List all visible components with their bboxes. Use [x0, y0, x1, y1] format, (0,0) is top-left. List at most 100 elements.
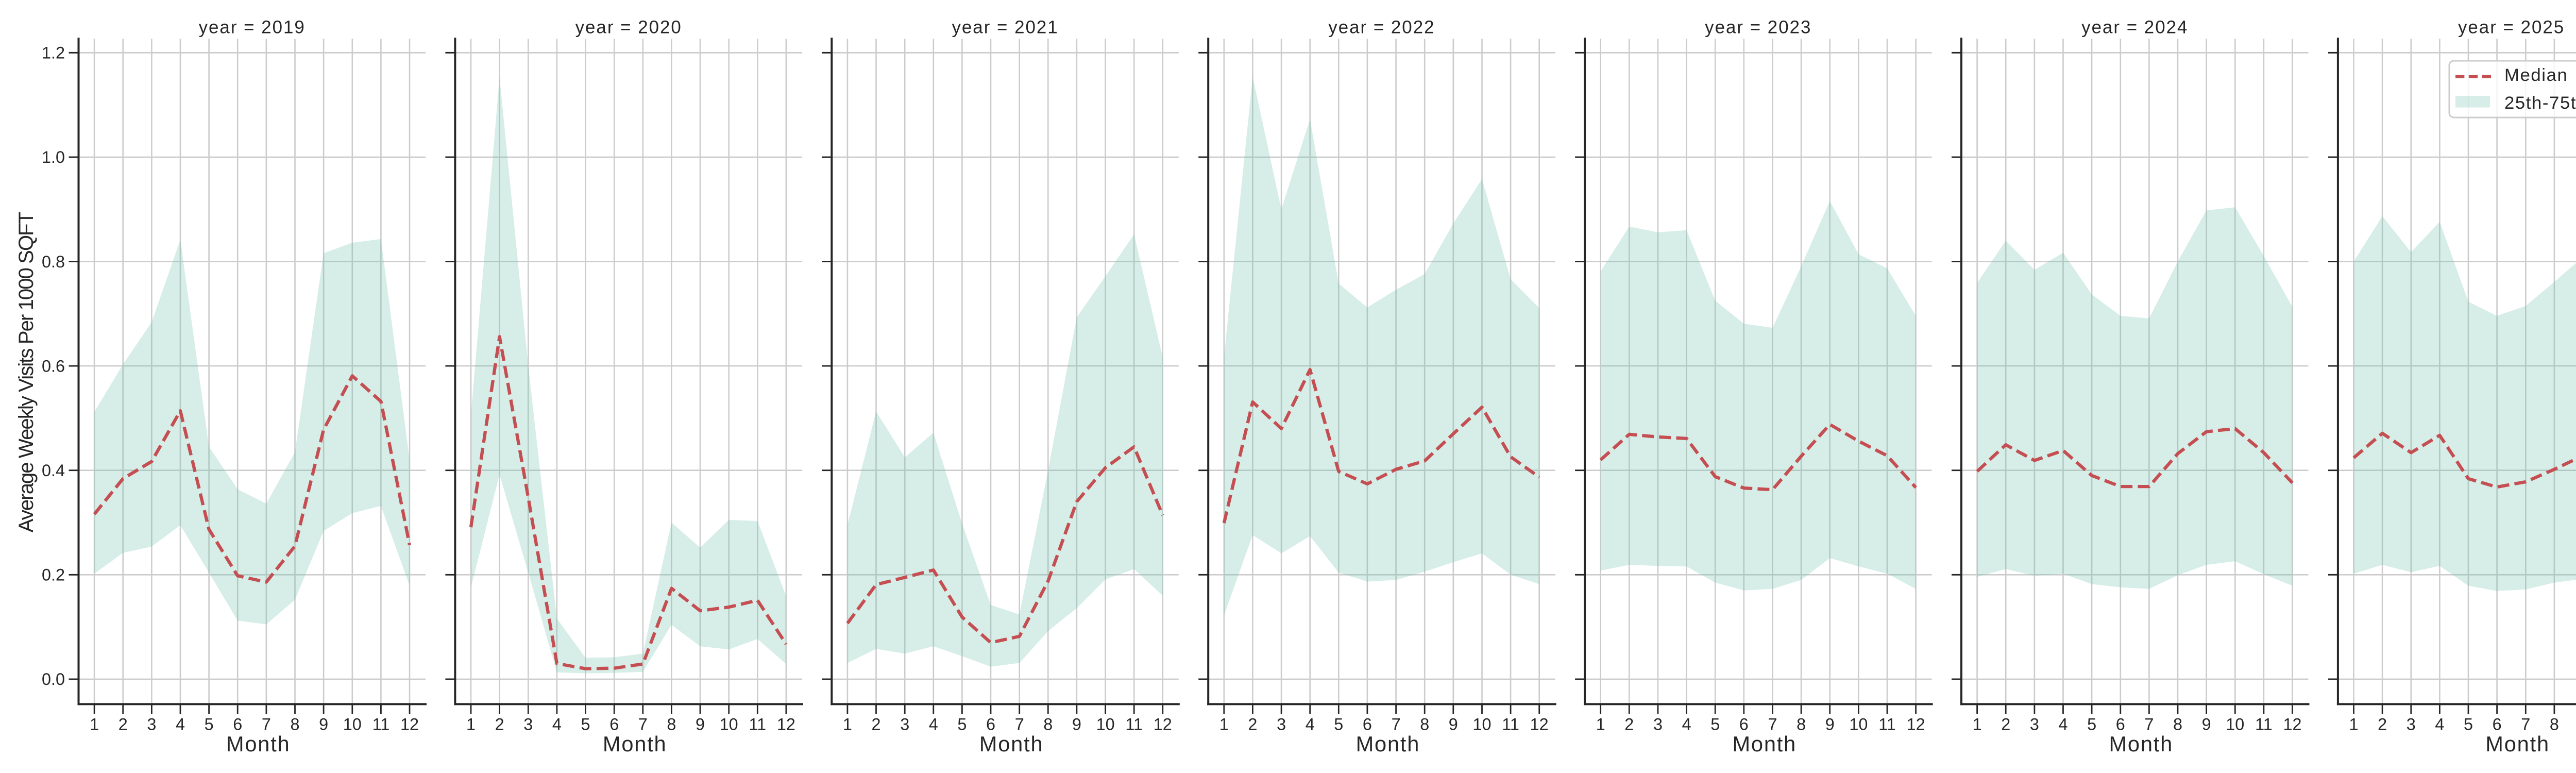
svg-text:9: 9 [319, 715, 328, 734]
svg-text:year = 2022: year = 2022 [1328, 18, 1435, 38]
svg-text:3: 3 [900, 715, 909, 734]
svg-text:Month: Month [226, 732, 291, 756]
svg-text:6: 6 [2493, 715, 2502, 734]
svg-text:4: 4 [929, 715, 938, 734]
svg-text:3: 3 [147, 715, 156, 734]
svg-text:4: 4 [1306, 715, 1315, 734]
svg-text:5: 5 [581, 715, 590, 734]
svg-text:12: 12 [2283, 715, 2301, 734]
svg-text:2: 2 [1248, 715, 1257, 734]
svg-text:7: 7 [1768, 715, 1777, 734]
svg-text:12: 12 [400, 715, 419, 734]
svg-text:6: 6 [1363, 715, 1372, 734]
svg-text:9: 9 [1072, 715, 1081, 734]
svg-text:11: 11 [1125, 715, 1143, 734]
svg-text:5: 5 [205, 715, 214, 734]
svg-text:7: 7 [262, 715, 271, 734]
svg-text:0.8: 0.8 [42, 253, 65, 271]
svg-text:11: 11 [1878, 715, 1896, 734]
svg-text:7: 7 [1015, 715, 1024, 734]
svg-text:2: 2 [1624, 715, 1634, 734]
svg-text:6: 6 [2116, 715, 2125, 734]
svg-text:1: 1 [466, 715, 476, 734]
svg-text:Average Weekly Visits Per 1000: Average Weekly Visits Per 1000 SQFT [15, 212, 38, 532]
svg-text:10: 10 [343, 715, 362, 734]
svg-text:5: 5 [1710, 715, 1720, 734]
svg-text:0.4: 0.4 [42, 461, 65, 480]
svg-text:4: 4 [176, 715, 185, 734]
svg-text:6: 6 [233, 715, 242, 734]
svg-text:8: 8 [667, 715, 676, 734]
svg-text:3: 3 [1277, 715, 1286, 734]
svg-text:Month: Month [979, 732, 1044, 756]
svg-text:12: 12 [1154, 715, 1172, 734]
svg-text:6: 6 [986, 715, 995, 734]
svg-text:0.0: 0.0 [42, 670, 65, 688]
svg-text:11: 11 [2255, 715, 2273, 734]
svg-text:10: 10 [1472, 715, 1491, 734]
svg-text:11: 11 [372, 715, 390, 734]
svg-text:1.2: 1.2 [42, 44, 65, 62]
svg-text:3: 3 [2030, 715, 2039, 734]
svg-text:year = 2024: year = 2024 [2081, 18, 2188, 38]
svg-text:8: 8 [2550, 715, 2559, 734]
svg-text:Median: Median [2504, 65, 2568, 85]
svg-text:12: 12 [777, 715, 795, 734]
svg-text:3: 3 [1653, 715, 1663, 734]
svg-text:1: 1 [90, 715, 99, 734]
svg-text:12: 12 [1530, 715, 1549, 734]
svg-text:Month: Month [2109, 732, 2173, 756]
svg-text:5: 5 [2464, 715, 2473, 734]
svg-text:year = 2025: year = 2025 [2458, 18, 2565, 38]
svg-text:8: 8 [1420, 715, 1429, 734]
svg-text:7: 7 [638, 715, 648, 734]
svg-text:0.2: 0.2 [42, 566, 65, 584]
svg-text:3: 3 [2406, 715, 2416, 734]
svg-text:Month: Month [1356, 732, 1420, 756]
svg-text:2: 2 [2378, 715, 2387, 734]
svg-text:6: 6 [609, 715, 619, 734]
svg-text:4: 4 [1682, 715, 1691, 734]
svg-text:4: 4 [552, 715, 562, 734]
svg-text:8: 8 [1797, 715, 1806, 734]
svg-text:1: 1 [1596, 715, 1605, 734]
svg-text:year = 2019: year = 2019 [199, 18, 306, 38]
svg-text:5: 5 [1334, 715, 1343, 734]
svg-text:1: 1 [2349, 715, 2358, 734]
svg-text:25th-75th Percentile: 25th-75th Percentile [2504, 93, 2576, 113]
svg-text:2: 2 [495, 715, 504, 734]
svg-text:7: 7 [1392, 715, 1401, 734]
svg-text:1: 1 [1219, 715, 1229, 734]
svg-text:2: 2 [2001, 715, 2010, 734]
svg-text:7: 7 [2144, 715, 2154, 734]
svg-text:11: 11 [1502, 715, 1519, 734]
svg-text:1: 1 [1973, 715, 1982, 734]
svg-text:Month: Month [2485, 732, 2550, 756]
svg-text:8: 8 [2173, 715, 2182, 734]
svg-text:Month: Month [603, 732, 667, 756]
svg-text:9: 9 [2202, 715, 2211, 734]
svg-text:year = 2020: year = 2020 [575, 18, 682, 38]
svg-text:9: 9 [1449, 715, 1458, 734]
svg-text:10: 10 [720, 715, 738, 734]
svg-text:1.0: 1.0 [42, 148, 65, 166]
svg-text:year = 2023: year = 2023 [1705, 18, 1811, 38]
svg-text:10: 10 [1096, 715, 1115, 734]
svg-text:5: 5 [957, 715, 967, 734]
svg-text:year = 2021: year = 2021 [952, 18, 1058, 38]
svg-text:2: 2 [118, 715, 128, 734]
svg-text:9: 9 [1825, 715, 1835, 734]
svg-text:Month: Month [1732, 732, 1797, 756]
svg-text:8: 8 [290, 715, 299, 734]
svg-text:12: 12 [1907, 715, 1925, 734]
svg-text:2: 2 [871, 715, 880, 734]
svg-text:1: 1 [843, 715, 852, 734]
svg-text:4: 4 [2435, 715, 2444, 734]
svg-text:10: 10 [2226, 715, 2244, 734]
svg-text:5: 5 [2087, 715, 2096, 734]
svg-text:4: 4 [2058, 715, 2067, 734]
svg-text:6: 6 [1739, 715, 1749, 734]
svg-text:7: 7 [2521, 715, 2530, 734]
svg-text:11: 11 [749, 715, 766, 734]
svg-text:8: 8 [1043, 715, 1053, 734]
